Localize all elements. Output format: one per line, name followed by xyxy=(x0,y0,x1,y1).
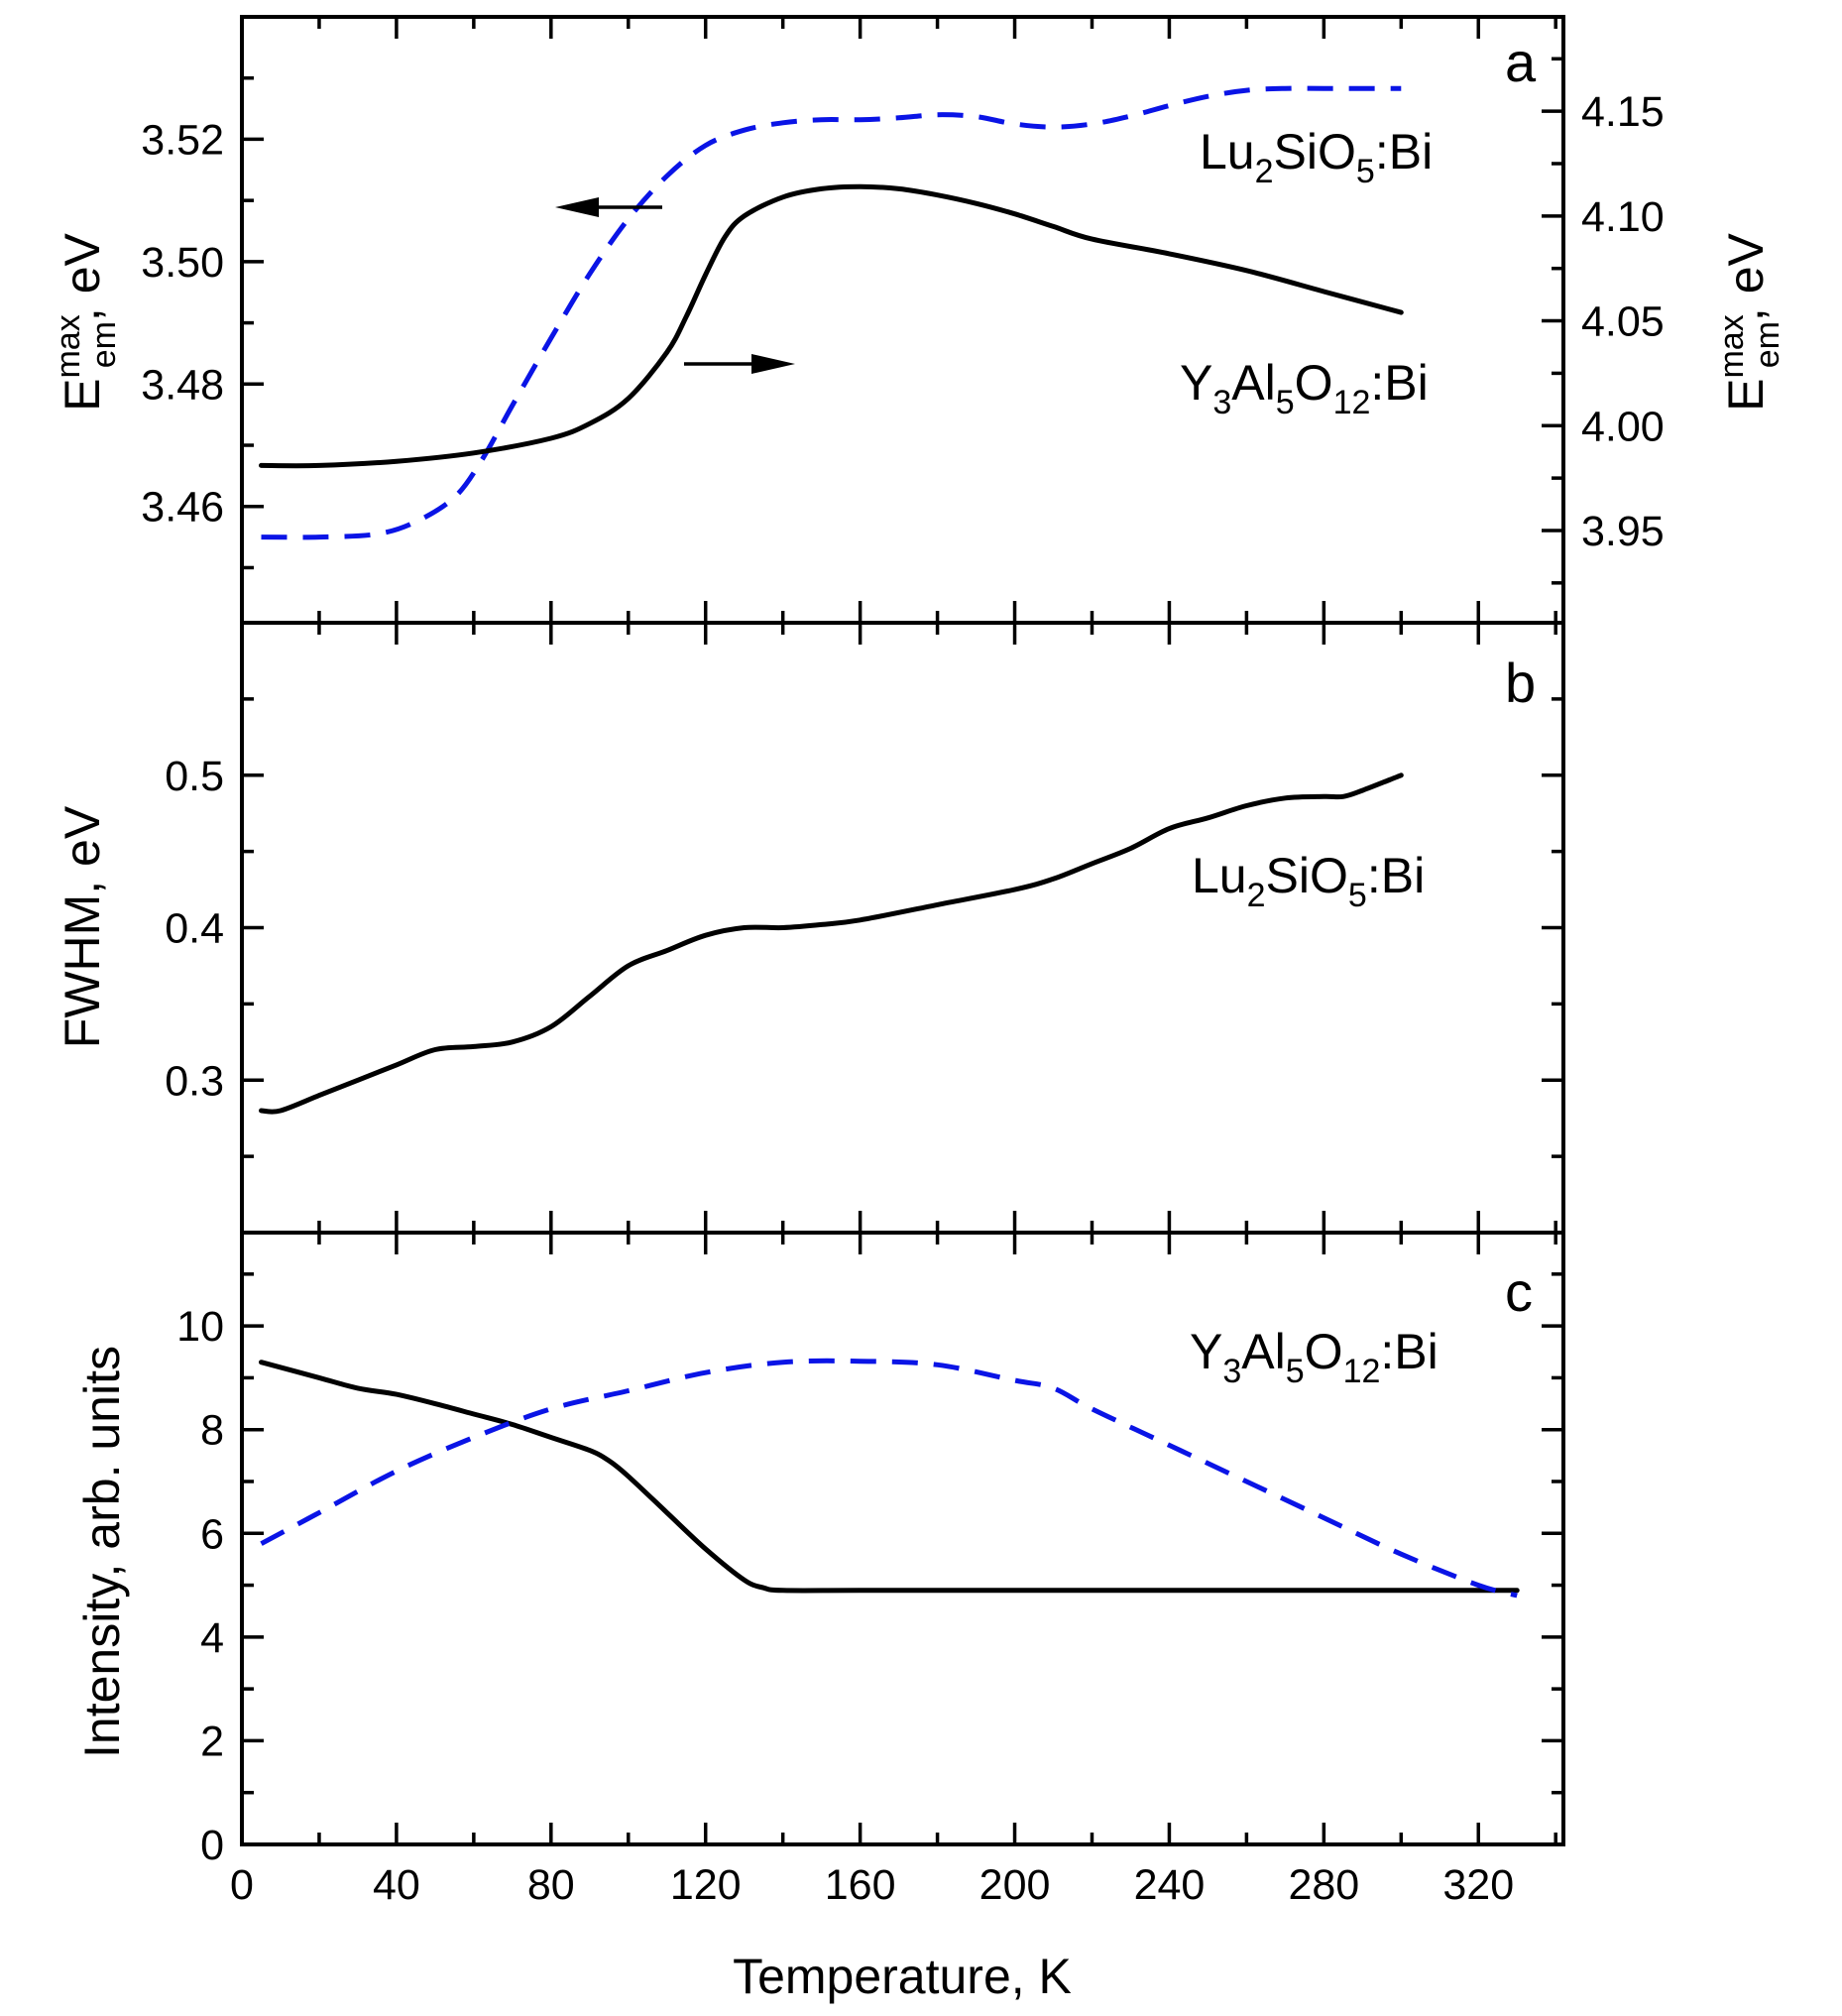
panel-letter-c: c xyxy=(1505,1260,1533,1323)
y-tick-label-p0-left-3.48: 3.48 xyxy=(141,361,224,409)
y-tick-label-p0-left-3.52: 3.52 xyxy=(141,116,224,164)
y-tick-label-p2-left-0: 0 xyxy=(200,1822,224,1869)
series-p1-lu2sio5-bi xyxy=(259,772,1404,1115)
y-tick-label-p0-right-4.10: 4.10 xyxy=(1581,193,1665,241)
series-p2-y3al5o12-bi-dashed xyxy=(260,1358,1518,1599)
y-tick-label-p2-left-4: 4 xyxy=(200,1614,224,1662)
y-tick-label-p2-left-2: 2 xyxy=(200,1718,224,1765)
annotation-lu2sio5-b: Lu2SiO5:Bi xyxy=(1192,848,1425,914)
arrow-left-lu xyxy=(555,197,662,217)
x-axis-title: Temperature, K xyxy=(733,1949,1072,2004)
tick-labels: 0 40 80 120 160 200 240 280 3203.463.483.503.523… xyxy=(141,88,1664,1909)
x-tick-label-240: 240 xyxy=(1134,1861,1206,1909)
y-axis-title-c: Intensity, arb. units xyxy=(74,1346,130,1758)
x-tick-label-0: 0 xyxy=(230,1861,254,1909)
x-tick-label-160: 160 xyxy=(825,1861,896,1909)
y-tick-label-p2-left-8: 8 xyxy=(200,1407,224,1455)
annotation-yag-a: Y3Al5O12:Bi xyxy=(1180,355,1429,421)
panel-b-frame xyxy=(240,621,1565,1235)
y-tick-label-p0-right-4.05: 4.05 xyxy=(1581,298,1665,346)
y-tick-label-p0-left-3.50: 3.50 xyxy=(141,239,224,287)
y-tick-label-p2-left-6: 6 xyxy=(200,1510,224,1558)
y-axis-title-a-left: Emaxem, eV xyxy=(50,232,123,411)
panel-a-frame xyxy=(240,15,1565,625)
annotation-lu2sio5-a: Lu2SiO5:Bi xyxy=(1200,124,1433,190)
x-tick-label-80: 80 xyxy=(527,1861,575,1909)
series-p0-y3al5o12-bi xyxy=(259,183,1404,469)
y-tick-label-p1-left-0.5: 0.5 xyxy=(165,753,224,800)
y-axis-title-b: FWHM, eV xyxy=(55,805,110,1048)
y-tick-label-p0-right-4.15: 4.15 xyxy=(1581,88,1665,136)
y-tick-label-p0-right-3.95: 3.95 xyxy=(1581,508,1665,555)
series-p0-lu2sio5-bi xyxy=(261,85,1402,540)
x-tick-label-120: 120 xyxy=(670,1861,742,1909)
arrow-right-yag xyxy=(684,354,795,374)
y-tick-label-p0-left-3.46: 3.46 xyxy=(141,484,224,532)
y-tick-label-p2-left-10: 10 xyxy=(176,1303,224,1351)
y-tick-label-p1-left-0.3: 0.3 xyxy=(165,1057,224,1105)
series-p2-y3al5o12-bi-solid xyxy=(259,1360,1520,1594)
y-tick-label-p0-right-4.00: 4.00 xyxy=(1581,403,1665,450)
y-axis-title-a-right: Emaxem, eV xyxy=(1713,232,1786,411)
x-tick-label-200: 200 xyxy=(979,1861,1051,1909)
y-tick-label-p1-left-0.4: 0.4 xyxy=(165,905,224,953)
panel-letter-b: b xyxy=(1505,652,1536,714)
x-tick-label-320: 320 xyxy=(1442,1861,1514,1909)
x-tick-label-40: 40 xyxy=(373,1861,420,1909)
data-series xyxy=(259,85,1520,1599)
panel-letter-a: a xyxy=(1505,31,1537,93)
tick-marks xyxy=(240,17,1563,1844)
x-tick-label-280: 280 xyxy=(1288,1861,1359,1909)
annotation-yag-c: Y3Al5O12:Bi xyxy=(1190,1324,1439,1390)
panel-c-frame xyxy=(240,1231,1565,1846)
